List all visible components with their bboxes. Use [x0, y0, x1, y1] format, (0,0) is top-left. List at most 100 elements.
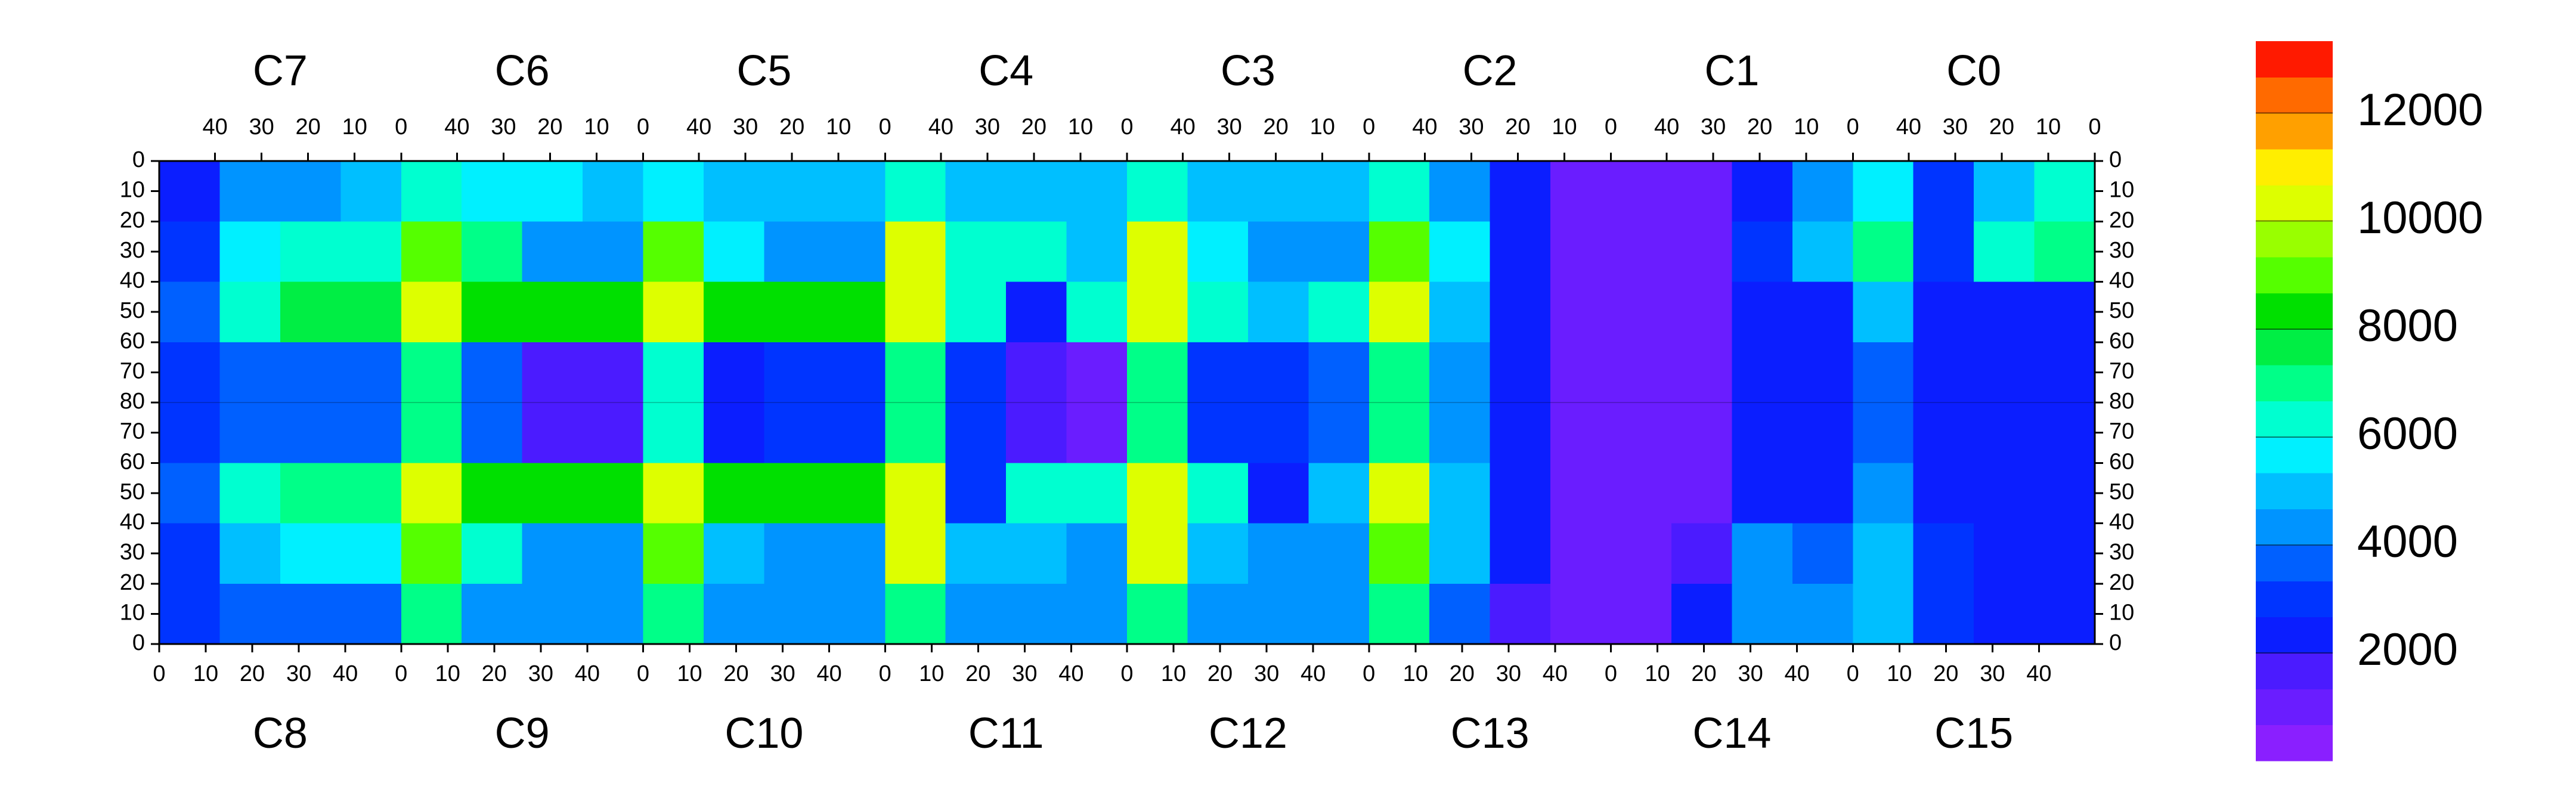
heat-cell — [1792, 523, 1853, 584]
x-tick-label: 20 — [965, 661, 990, 686]
heat-cell — [219, 403, 281, 463]
y-tick-label: 40 — [2109, 268, 2134, 293]
x-tick-label: 30 — [1254, 661, 1279, 686]
heat-cell — [522, 583, 583, 645]
colorbar-band — [2256, 544, 2333, 581]
heat-cell — [401, 281, 462, 343]
heat-cell — [824, 221, 886, 282]
x-tick-label: 10 — [1161, 661, 1186, 686]
heat-cell — [885, 221, 946, 282]
x-tick-label: 0 — [637, 114, 649, 140]
heat-cell — [219, 463, 281, 524]
colorbar-band — [2256, 652, 2333, 689]
heat-cell — [1247, 342, 1309, 403]
colorbar-band — [2256, 221, 2333, 258]
colorbar-tick-label: 12000 — [2357, 85, 2483, 135]
x-tick-label: 10 — [584, 114, 609, 140]
heat-cell — [340, 403, 402, 463]
heat-cell — [1732, 583, 1793, 645]
heat-cell — [583, 403, 643, 463]
heat-cell — [1974, 403, 2035, 463]
heat-cell — [703, 583, 764, 645]
x-tick-label: 0 — [2088, 114, 2101, 140]
colorbar-band — [2256, 581, 2333, 618]
heat-cell — [1974, 281, 2035, 343]
heat-cell — [401, 523, 462, 584]
heat-cell — [1490, 281, 1551, 343]
heat-cell — [1247, 281, 1309, 343]
heat-cell — [1368, 342, 1430, 403]
heat-cell — [1187, 161, 1249, 222]
x-tick-label: 10 — [435, 661, 460, 686]
heat-cell — [522, 221, 583, 282]
x-tick-label: 20 — [1691, 661, 1716, 686]
heat-cell — [1671, 403, 1732, 463]
x-tick-label: 10 — [2036, 114, 2061, 140]
colorbar-band — [2256, 365, 2333, 401]
y-tick-label: 20 — [2109, 208, 2134, 233]
y-tick-label: 30 — [2109, 238, 2134, 263]
heat-cell — [1611, 221, 1672, 282]
heat-cell — [401, 221, 462, 282]
heat-cell — [2034, 161, 2095, 222]
y-tick-label: 70 — [2109, 358, 2134, 383]
y-tick-label: 30 — [120, 540, 145, 565]
chip-label: C7 — [253, 47, 308, 95]
heat-cell — [583, 281, 643, 343]
x-tick-label: 40 — [1896, 114, 1921, 140]
colorbar-band — [2256, 293, 2333, 330]
heat-cell — [1671, 583, 1732, 645]
heat-cell — [1974, 342, 2035, 403]
heat-cell — [703, 161, 764, 222]
y-tick-label: 60 — [120, 449, 145, 474]
heat-cell — [1792, 161, 1853, 222]
heat-cell — [643, 583, 704, 645]
heat-cell — [462, 281, 523, 343]
heat-cell — [1187, 342, 1249, 403]
heat-cell — [1368, 583, 1430, 645]
x-tick-label: 40 — [444, 114, 469, 140]
heat-cell — [703, 221, 764, 282]
heat-cell — [1611, 463, 1672, 524]
heat-cell — [340, 161, 402, 222]
heat-cell — [703, 463, 764, 524]
chip-label: C1 — [1704, 47, 1759, 95]
heat-cell — [945, 221, 1007, 282]
y-tick-label: 50 — [120, 479, 145, 504]
x-tick-label: 20 — [1450, 661, 1475, 686]
x-tick-label: 0 — [1847, 661, 1859, 686]
x-tick-label: 0 — [1363, 114, 1375, 140]
heat-cell — [1550, 221, 1611, 282]
heat-cell — [1066, 403, 1128, 463]
colorbar-band — [2256, 77, 2333, 114]
heat-cell — [2034, 281, 2095, 343]
heat-cell — [1066, 583, 1128, 645]
heat-cell — [219, 583, 281, 645]
heat-cell — [159, 523, 220, 584]
heat-cell — [1913, 221, 1974, 282]
x-tick-label: 30 — [1217, 114, 1242, 140]
heat-cell — [1913, 342, 1974, 403]
heat-cell — [1792, 342, 1853, 403]
heat-cell — [1671, 463, 1732, 524]
x-tick-label: 0 — [1120, 661, 1133, 686]
x-tick-label: 30 — [975, 114, 1000, 140]
heat-cell — [159, 221, 220, 282]
heat-cell — [643, 463, 704, 524]
y-tick-label: 0 — [2109, 630, 2122, 655]
heat-cell — [703, 342, 764, 403]
colorbar-band — [2256, 257, 2333, 293]
heat-cell — [885, 161, 946, 222]
heat-cell — [1187, 463, 1249, 524]
x-tick-label: 30 — [733, 114, 758, 140]
x-tick-label: 20 — [537, 114, 562, 140]
heat-cell — [643, 221, 704, 282]
heat-cell — [1429, 523, 1491, 584]
y-tick-label: 40 — [120, 510, 145, 535]
heat-cell — [1913, 403, 1974, 463]
y-tick-label: 20 — [120, 208, 145, 233]
heat-cell — [1792, 583, 1853, 645]
heat-cell — [643, 342, 704, 403]
heat-cell — [340, 463, 402, 524]
heat-cell — [1308, 583, 1370, 645]
